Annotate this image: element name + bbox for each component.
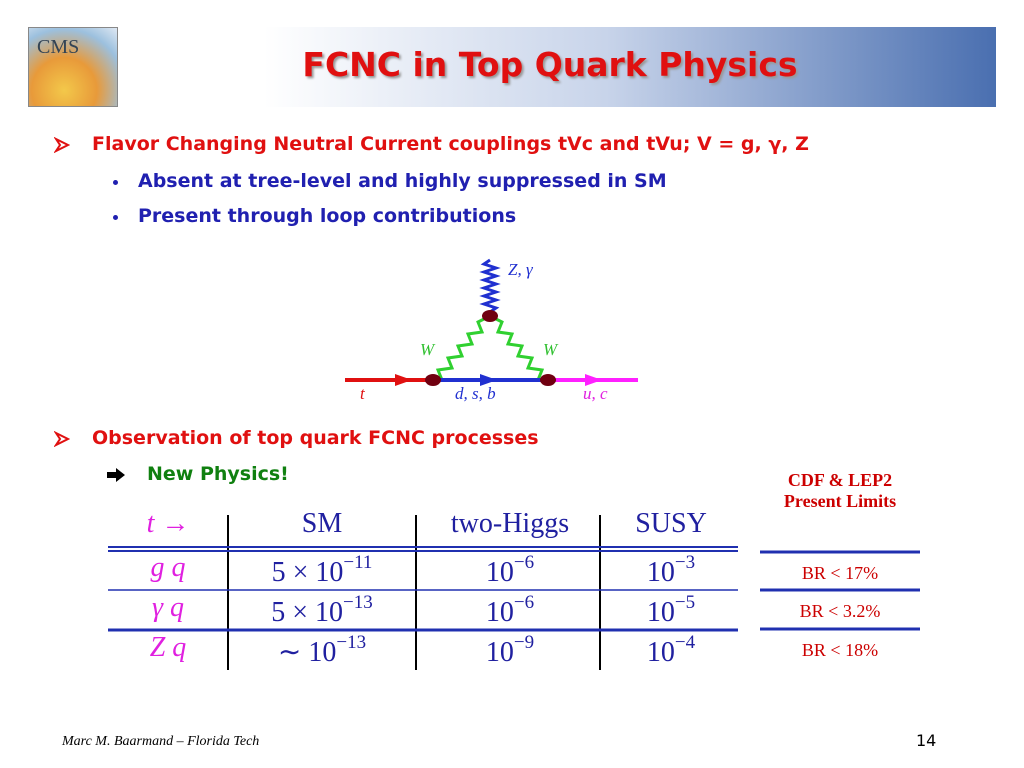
table-cell: 10−5	[604, 592, 738, 629]
cell-base: 10	[646, 637, 675, 668]
cell-base: 10	[485, 597, 514, 628]
table-header: SM	[301, 508, 343, 539]
logo-text: CMS	[37, 36, 80, 58]
feynman-diagram	[345, 258, 638, 386]
cell-exponent: −13	[336, 632, 367, 653]
cell-exponent: −11	[343, 552, 373, 573]
diagram-label: d, s, b	[455, 384, 496, 403]
sub-bullet: Absent at tree-level and highly suppress…	[138, 170, 667, 192]
cell-base: 5 × 10	[271, 557, 344, 588]
cell-base: 10	[485, 637, 514, 668]
cell-exponent: −9	[513, 632, 535, 653]
diagram-label: W	[543, 340, 558, 359]
table-header: t →	[146, 508, 190, 539]
table-cell: 10−4	[604, 632, 738, 669]
table-cell: 10−6	[420, 552, 600, 589]
cell-base: 5 × 10	[271, 597, 344, 628]
sub-bullet: Present through loop contributions	[138, 205, 517, 227]
table-cell: 10−9	[420, 632, 600, 669]
limit: BR < 17%	[801, 563, 879, 583]
bullet: Flavor Changing Neutral Current coupling…	[92, 133, 809, 155]
logo: CMS	[28, 27, 118, 107]
arrow-icon	[107, 468, 125, 482]
cell-base: 10	[485, 557, 514, 588]
cell-exponent: −6	[513, 552, 535, 573]
title: FCNC in Top Quark Physics	[302, 45, 798, 84]
table-cell: 5 × 10−13	[232, 592, 412, 629]
bullet: Observation of top quark FCNC processes	[92, 427, 539, 449]
table-cell: g q	[150, 552, 186, 583]
table-cell: Z q	[149, 632, 187, 663]
limits-lines	[760, 550, 920, 631]
cell-exponent: −3	[674, 552, 696, 573]
table-cell: 5 × 10−11	[232, 552, 412, 589]
bullet-arrow	[54, 137, 70, 153]
diagram-label: W	[420, 340, 435, 359]
table-header: two-Higgs	[450, 508, 570, 539]
sub-bullet-dot	[113, 215, 118, 220]
cell-base: 10	[646, 557, 675, 588]
cell-base: 10	[646, 597, 675, 628]
table-lines	[108, 515, 738, 670]
page-number: 14	[916, 731, 937, 750]
diagram-label: u, c	[583, 384, 608, 403]
table-cell: 10−3	[604, 552, 738, 589]
footer-author: Marc M. Baarmand – Florida Tech	[62, 734, 260, 749]
title-bar	[20, 27, 996, 107]
sub-bullet-dot	[113, 180, 118, 185]
limits-header: CDF & LEP2 Present Limits	[783, 470, 897, 511]
cell-base: ∼ 10	[277, 637, 337, 668]
cell-exponent: −4	[674, 632, 696, 653]
limit: BR < 3.2%	[799, 601, 881, 621]
cell-exponent: −6	[513, 592, 535, 613]
diagram-label: t	[360, 384, 365, 403]
table-header: SUSY	[635, 508, 707, 539]
diagram-label: Z, γ	[508, 260, 533, 279]
sub-bullet: New Physics!	[147, 463, 289, 485]
table-cell: γ q	[151, 592, 185, 623]
table-cell: 10−6	[420, 592, 600, 629]
table-cell: ∼ 10−13	[232, 632, 412, 669]
limit: BR < 18%	[801, 640, 879, 660]
bullet-arrow	[54, 431, 70, 447]
cell-exponent: −13	[343, 592, 373, 613]
cell-exponent: −5	[674, 592, 696, 613]
